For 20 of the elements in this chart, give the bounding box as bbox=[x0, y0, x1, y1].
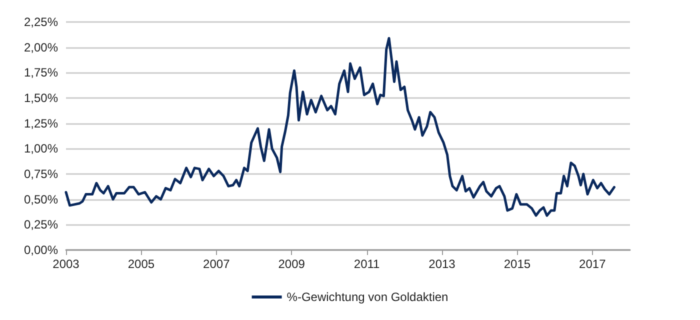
x-tick-label: 2007 bbox=[203, 257, 230, 271]
y-tick-label: 2,25% bbox=[24, 15, 58, 29]
line-series bbox=[64, 36, 616, 217]
y-tick-label: 1,75% bbox=[24, 66, 58, 80]
y-tick-label: 0,50% bbox=[24, 192, 58, 206]
x-tick-label: 2003 bbox=[52, 257, 80, 271]
y-tick-label: 1,50% bbox=[24, 91, 58, 105]
y-tick-label: 0,00% bbox=[24, 243, 58, 257]
legend-label: %-Gewichtung von Goldaktien bbox=[286, 290, 448, 304]
y-tick-label: 1,00% bbox=[24, 142, 58, 156]
x-tick-label: 2015 bbox=[504, 257, 531, 271]
x-tick-label: 2011 bbox=[354, 257, 380, 271]
y-tick-label: 0,75% bbox=[24, 167, 58, 181]
x-tick-label: 2005 bbox=[128, 257, 155, 271]
y-tick-label: 2,00% bbox=[24, 40, 58, 54]
y-tick-label: 1,25% bbox=[24, 116, 58, 130]
x-tick-label: 2009 bbox=[278, 257, 306, 271]
y-tick-label: 0,25% bbox=[24, 218, 58, 232]
x-tick-label: 2017 bbox=[579, 257, 606, 271]
x-tick-label: 2013 bbox=[428, 257, 456, 271]
